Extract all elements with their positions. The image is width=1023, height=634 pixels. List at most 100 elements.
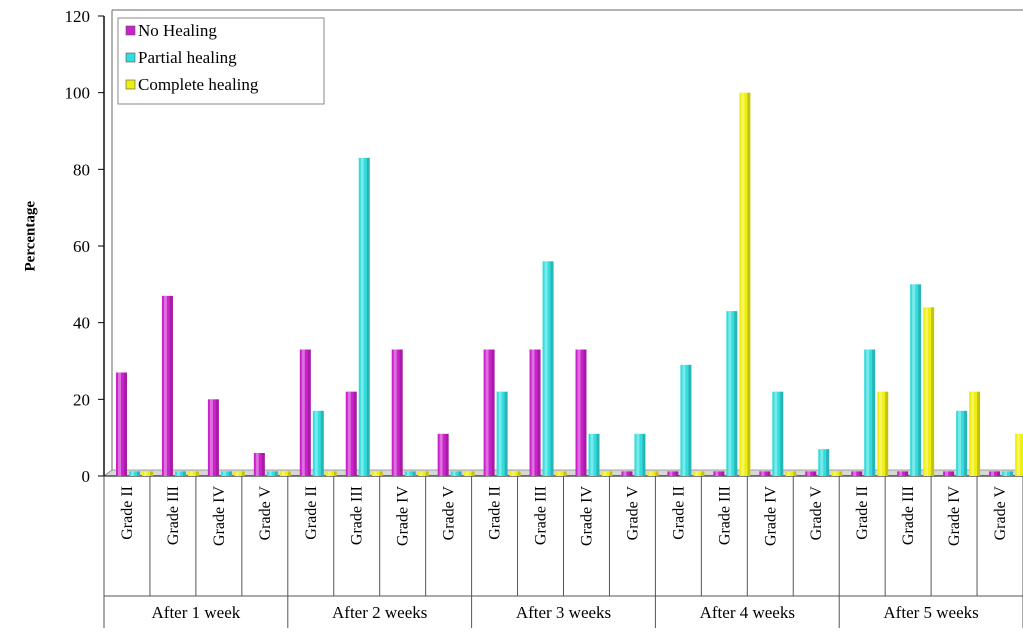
x-tick-label: Grade IV <box>578 486 595 546</box>
legend-label: Complete healing <box>138 75 259 94</box>
bar-highlight <box>636 433 640 476</box>
bar-highlight <box>715 471 719 476</box>
bar-highlight <box>452 471 456 476</box>
bar-highlight <box>879 391 883 476</box>
group-label: After 5 weeks <box>883 603 978 622</box>
bar <box>437 433 449 476</box>
bar-shade <box>701 471 705 476</box>
bar-highlight <box>347 391 351 476</box>
bar-shade <box>780 391 784 476</box>
bar-shade <box>137 471 140 476</box>
bar-shade <box>215 399 219 476</box>
bar-shade <box>353 391 357 476</box>
legend-box <box>117 17 325 105</box>
legend-swatch <box>125 25 136 36</box>
bar-highlight <box>577 349 581 476</box>
bar-highlight <box>590 433 594 476</box>
group-label: After 1 week <box>152 603 241 622</box>
bar-shade <box>918 284 922 476</box>
bar <box>726 311 738 476</box>
bar <box>116 372 127 476</box>
bar-shade <box>228 471 232 476</box>
bar <box>969 391 981 476</box>
bar <box>989 471 1001 476</box>
bar-highlight <box>853 471 857 476</box>
bar-shade <box>425 471 429 476</box>
bar-highlight <box>945 471 949 476</box>
bar <box>601 471 613 476</box>
bar <box>325 471 337 476</box>
y-tick-label: 40 <box>73 314 90 333</box>
bar-highlight <box>511 471 515 476</box>
bar-highlight <box>1004 471 1008 476</box>
bar-shade <box>150 471 153 476</box>
bar-shade <box>412 471 416 476</box>
bar <box>621 471 633 476</box>
bar <box>161 295 173 476</box>
bar-highlight <box>682 364 686 476</box>
bar <box>923 307 935 476</box>
y-tick-label: 120 <box>65 7 91 26</box>
bar-shade <box>550 261 554 476</box>
bar-shade <box>977 391 981 476</box>
bar-shade <box>458 471 462 476</box>
bar-highlight <box>360 157 364 477</box>
bar-highlight <box>912 284 916 476</box>
bar-shade <box>307 349 311 476</box>
bar-highlight <box>1017 433 1021 476</box>
x-tick-label: Grade IV <box>946 486 963 546</box>
bar-shade <box>241 471 245 476</box>
y-tick-label: 0 <box>82 467 91 486</box>
bar-highlight <box>255 453 259 476</box>
bar <box>142 471 153 476</box>
bar <box>207 399 219 476</box>
bar <box>129 471 140 476</box>
bar <box>647 471 659 476</box>
bar-highlight <box>728 311 732 476</box>
bar-shade <box>124 372 127 476</box>
bar <box>759 471 771 476</box>
x-tick-label: Grade V <box>808 486 825 541</box>
bar-shade <box>517 471 521 476</box>
bar-shade <box>964 410 968 476</box>
bar-highlight <box>209 399 213 476</box>
bar-shade <box>287 471 291 476</box>
bar-shade <box>813 471 817 476</box>
bar <box>220 471 232 476</box>
bar <box>772 391 784 476</box>
bar <box>897 471 909 476</box>
bar-shade <box>629 471 633 476</box>
bar-highlight <box>406 471 410 476</box>
bar-highlight <box>741 92 745 477</box>
bar-highlight <box>131 471 134 476</box>
bar <box>693 471 705 476</box>
bar-shade <box>885 391 889 476</box>
bar-highlight <box>419 471 423 476</box>
x-tick-label: Grade II <box>303 486 320 540</box>
bar-highlight <box>807 471 811 476</box>
bar <box>417 471 429 476</box>
bar-shade <box>471 471 475 476</box>
bar-highlight <box>327 471 331 476</box>
bar <box>739 92 751 477</box>
bar-highlight <box>958 410 962 476</box>
bar-highlight <box>373 471 377 476</box>
x-tick-label: Grade III <box>349 486 366 545</box>
bar-shade <box>872 349 876 476</box>
bar-highlight <box>695 471 699 476</box>
bar-highlight <box>787 471 791 476</box>
bar <box>588 433 600 476</box>
bar-shade <box>261 453 265 476</box>
x-tick-label: Grade IV <box>211 486 228 546</box>
bar <box>371 471 383 476</box>
bar <box>233 471 245 476</box>
bar-highlight <box>235 471 239 476</box>
group-label: After 2 weeks <box>332 603 427 622</box>
bar <box>831 471 843 476</box>
bar-shade <box>931 307 935 476</box>
bar <box>174 471 186 476</box>
bar-highlight <box>189 471 193 476</box>
group-label: After 3 weeks <box>516 603 611 622</box>
bar-highlight <box>991 471 995 476</box>
